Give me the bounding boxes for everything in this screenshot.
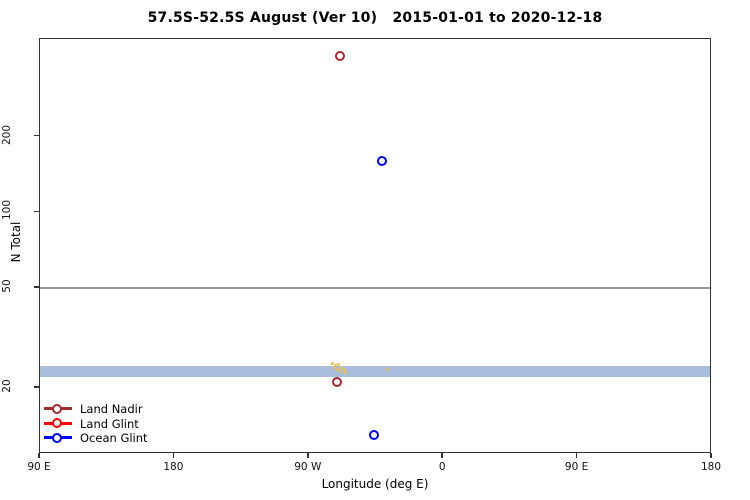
y-tick-label: 50	[1, 279, 13, 293]
x-tick-mark	[307, 453, 309, 458]
data-point-ocean-glint	[368, 429, 379, 440]
x-tick-label: 180	[163, 461, 184, 473]
legend-item: Ocean Glint	[42, 430, 202, 445]
x-tick-label: 180	[700, 461, 722, 473]
legend-open-circle-marker	[52, 403, 62, 414]
x-tick-mark	[172, 453, 175, 458]
y-tick-mark	[34, 134, 39, 137]
legend-label: Land Glint	[80, 416, 139, 431]
y-tick-mark	[34, 386, 39, 388]
data-point-unlabeled-yellow-points	[336, 363, 340, 367]
x-tick-mark	[441, 453, 443, 458]
chart-title: 57.5S-52.5S August (Ver 10) 2015-01-01 t…	[147, 10, 603, 26]
data-point-ocean-glint	[376, 156, 387, 167]
x-tick-mark	[38, 453, 40, 458]
data-point-unlabeled-yellow-points	[386, 368, 390, 372]
data-point-unlabeled-yellow-points	[338, 370, 342, 374]
legend-open-circle-marker	[52, 418, 62, 428]
highlight-band	[40, 365, 710, 378]
data-point-unlabeled-yellow-points	[332, 366, 336, 370]
data-point-unlabeled-yellow-points	[344, 371, 348, 375]
data-point-land-nadir	[332, 377, 343, 388]
data-point-unlabeled-yellow-points	[330, 362, 334, 366]
legend-item: Land Glint	[42, 416, 202, 431]
x-tick-label: 90 E	[27, 461, 51, 473]
data-point-unlabeled-yellow-points	[333, 364, 337, 368]
x-tick-mark	[575, 453, 578, 458]
data-point-unlabeled-yellow-points	[339, 365, 343, 369]
x-tick-label: 0	[438, 461, 446, 473]
y-tick-label: 200	[1, 124, 13, 145]
x-tick-label: 90 W	[294, 461, 322, 473]
y-tick-label: 20	[1, 379, 13, 393]
legend-open-circle-marker	[52, 432, 62, 443]
y-tick-label: 100	[1, 200, 13, 221]
data-point-unlabeled-yellow-points	[342, 367, 346, 371]
data-point-unlabeled-yellow-points	[335, 367, 339, 371]
legend: Land Nadir Land Glint Ocean Glint	[42, 401, 202, 445]
legend-label: Ocean Glint	[80, 431, 148, 445]
plot-area: Land Nadir Land Glint Ocean Glint	[39, 38, 711, 453]
x-tick-mark	[710, 453, 712, 458]
x-axis-title: Longitude (deg E)	[321, 477, 429, 491]
y-tick-mark	[34, 210, 39, 213]
legend-label: Land Nadir	[80, 402, 143, 416]
data-point-land-nadir	[335, 50, 346, 61]
reference-line-50	[40, 286, 710, 289]
legend-item: Land Nadir	[42, 401, 202, 416]
y-tick-mark	[34, 286, 39, 288]
x-tick-label: 90 E	[564, 461, 589, 473]
